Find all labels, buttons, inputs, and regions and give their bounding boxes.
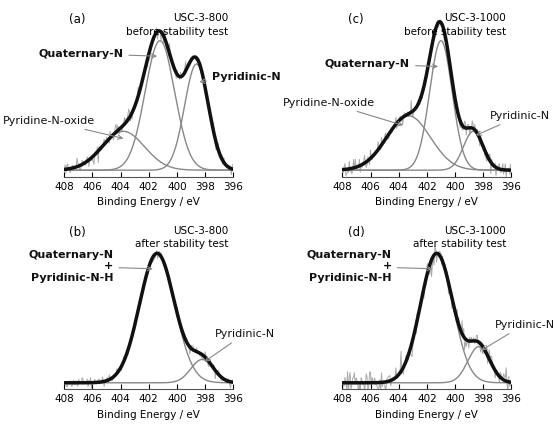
Text: Quaternary-N
+
Pyridinic-N-H: Quaternary-N + Pyridinic-N-H — [307, 250, 431, 283]
X-axis label: Binding Energy / eV: Binding Energy / eV — [375, 197, 478, 207]
Text: Quaternary-N: Quaternary-N — [39, 49, 156, 59]
Text: Pyridinic-N: Pyridinic-N — [206, 329, 275, 361]
Text: Pyridine-N-oxide: Pyridine-N-oxide — [283, 98, 402, 126]
Text: USC-3-1000
after stability test: USC-3-1000 after stability test — [413, 226, 506, 249]
Text: Quaternary-N
+
Pyridinic-N-H: Quaternary-N + Pyridinic-N-H — [29, 250, 152, 283]
Text: Pyridinic-N: Pyridinic-N — [200, 72, 281, 83]
Text: Pyridine-N-oxide: Pyridine-N-oxide — [3, 116, 122, 140]
Text: (c): (c) — [348, 13, 363, 27]
Text: USC-3-1000
before stability test: USC-3-1000 before stability test — [404, 13, 506, 36]
Text: (a): (a) — [69, 13, 86, 27]
Text: (d): (d) — [348, 226, 365, 239]
Text: Pyridinic-N: Pyridinic-N — [482, 320, 554, 350]
X-axis label: Binding Energy / eV: Binding Energy / eV — [375, 410, 478, 420]
Text: Quaternary-N: Quaternary-N — [325, 59, 437, 69]
Text: Pyridinic-N: Pyridinic-N — [477, 111, 550, 135]
Text: (b): (b) — [69, 226, 86, 239]
X-axis label: Binding Energy / eV: Binding Energy / eV — [97, 197, 200, 207]
X-axis label: Binding Energy / eV: Binding Energy / eV — [97, 410, 200, 420]
Text: USC-3-800
after stability test: USC-3-800 after stability test — [134, 226, 228, 249]
Text: USC-3-800
before stability test: USC-3-800 before stability test — [126, 13, 228, 36]
